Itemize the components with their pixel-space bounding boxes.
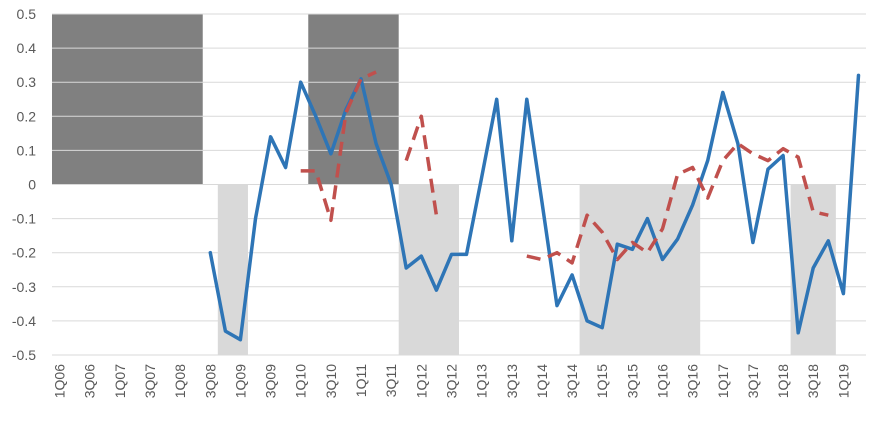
x-tick-label: 1Q13 bbox=[474, 364, 490, 398]
x-tick-label: 1Q17 bbox=[715, 364, 731, 398]
y-tick-label: 0.4 bbox=[17, 40, 37, 56]
x-tick-label: 1Q14 bbox=[534, 364, 550, 398]
x-axis-ticks: 1Q06 3Q06 1Q07 3Q07 1Q08 3Q08 1Q09 3Q09 1Q10 3Q10… bbox=[52, 364, 852, 398]
y-tick-label: -0.4 bbox=[12, 313, 36, 329]
series-lines bbox=[208, 70, 861, 342]
x-tick-label: 1Q06 bbox=[52, 364, 68, 398]
y-tick-label: 0 bbox=[28, 177, 36, 193]
solid-series-line bbox=[208, 73, 861, 342]
x-tick-label: 1Q12 bbox=[413, 364, 429, 398]
y-tick-label: 0.5 bbox=[17, 6, 37, 22]
x-tick-label: 1Q10 bbox=[293, 364, 309, 398]
x-tick-label: 1Q19 bbox=[835, 364, 851, 398]
x-tick-label: 3Q14 bbox=[564, 364, 580, 398]
dashed-series-segment-1 bbox=[404, 114, 439, 216]
y-tick-label: -0.1 bbox=[12, 211, 36, 227]
x-tick-label: 3Q18 bbox=[805, 364, 821, 398]
x-tick-label: 3Q06 bbox=[82, 364, 98, 398]
x-tick-label: 3Q15 bbox=[624, 364, 640, 398]
dashed-series-segment-2 bbox=[526, 141, 829, 265]
x-tick-label: 1Q08 bbox=[172, 364, 188, 398]
x-tick-label: 3Q13 bbox=[504, 364, 520, 398]
y-tick-label: -0.2 bbox=[12, 245, 36, 261]
x-tick-label: 3Q08 bbox=[202, 364, 218, 398]
y-tick-label: 0.2 bbox=[17, 108, 37, 124]
x-tick-label: 3Q17 bbox=[745, 364, 761, 398]
shaded-region-2 bbox=[308, 14, 399, 185]
x-tick-label: 1Q11 bbox=[353, 364, 369, 397]
shaded-region-0 bbox=[52, 14, 203, 185]
y-tick-label: 0.3 bbox=[17, 74, 37, 90]
x-tick-label: 1Q09 bbox=[232, 364, 248, 398]
y-tick-label: 0.1 bbox=[17, 142, 37, 158]
x-tick-label: 1Q07 bbox=[112, 364, 128, 398]
x-tick-label: 3Q12 bbox=[443, 364, 459, 398]
y-axis-ticks: 0.5 0.4 0.3 0.2 0.1 0 -0.1 -0.2 -0.3 -0.4 -0.5 bbox=[12, 6, 36, 363]
y-tick-label: -0.3 bbox=[12, 279, 36, 295]
x-tick-label: 3Q16 bbox=[685, 364, 701, 398]
shaded-region-4 bbox=[579, 184, 701, 355]
y-tick-label: -0.5 bbox=[12, 347, 36, 363]
dashed-series-segment-0 bbox=[300, 70, 377, 223]
x-tick-label: 1Q18 bbox=[775, 364, 791, 398]
x-tick-label: 3Q07 bbox=[142, 364, 158, 398]
x-tick-label: 1Q16 bbox=[655, 364, 671, 398]
x-tick-label: 3Q11 bbox=[383, 364, 399, 397]
x-tick-label: 3Q10 bbox=[323, 364, 339, 398]
x-tick-label: 3Q09 bbox=[263, 364, 279, 398]
x-tick-label: 1Q15 bbox=[594, 364, 610, 398]
